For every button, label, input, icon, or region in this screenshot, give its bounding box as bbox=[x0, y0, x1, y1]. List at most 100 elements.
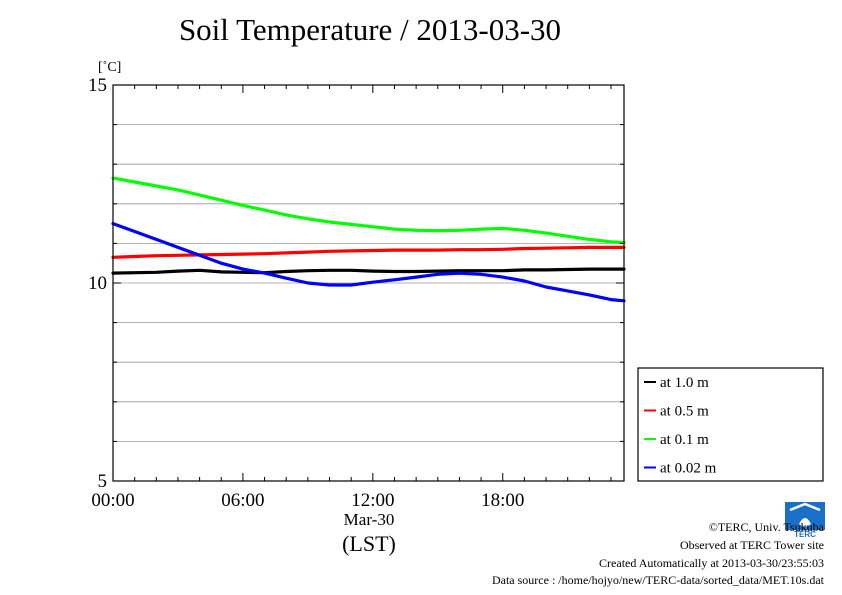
data-point bbox=[479, 269, 483, 272]
data-point bbox=[436, 248, 439, 252]
legend-label: at 0.1 m bbox=[660, 432, 709, 448]
data-point bbox=[176, 188, 180, 192]
data-point bbox=[306, 281, 310, 285]
x-tick-labels: 00:00 06:00 12:00 18:00 bbox=[91, 490, 524, 511]
data-point bbox=[155, 271, 158, 274]
data-point bbox=[263, 252, 266, 255]
data-point bbox=[501, 227, 504, 230]
data-point bbox=[523, 247, 526, 250]
data-point bbox=[414, 275, 418, 279]
data-point bbox=[501, 248, 504, 251]
data-point bbox=[544, 231, 548, 235]
data-point bbox=[133, 230, 136, 233]
series-line bbox=[111, 222, 626, 303]
data-point bbox=[566, 235, 569, 238]
data-point bbox=[436, 269, 439, 273]
series-line bbox=[111, 267, 626, 275]
data-point bbox=[371, 269, 375, 273]
data-point bbox=[566, 268, 569, 271]
data-point bbox=[458, 271, 461, 275]
x-axis-date-label: Mar-30 bbox=[344, 510, 395, 529]
data-point bbox=[436, 273, 439, 276]
data-point bbox=[285, 277, 288, 280]
data-point bbox=[263, 208, 266, 212]
data-point bbox=[349, 269, 353, 272]
data-point bbox=[349, 223, 353, 226]
data-point bbox=[479, 248, 483, 251]
data-point bbox=[349, 249, 353, 253]
data-point bbox=[349, 283, 353, 287]
data-point bbox=[414, 270, 418, 273]
data-point bbox=[566, 246, 569, 249]
data-point bbox=[176, 246, 180, 249]
data-point bbox=[414, 229, 418, 232]
data-point bbox=[393, 227, 396, 231]
y-tick-label: 10 bbox=[88, 273, 107, 294]
data-point bbox=[609, 246, 613, 249]
data-point bbox=[588, 238, 591, 241]
data-point bbox=[393, 270, 396, 273]
y-tick-label: 15 bbox=[88, 75, 107, 96]
legend-label: at 0.02 m bbox=[660, 461, 717, 477]
data-point bbox=[285, 270, 288, 273]
data-point bbox=[241, 271, 245, 274]
data-point bbox=[588, 246, 591, 249]
legend-box bbox=[637, 367, 824, 482]
data-point bbox=[544, 285, 548, 289]
data-point bbox=[544, 268, 548, 272]
data-point bbox=[609, 298, 613, 301]
data-point bbox=[306, 269, 310, 272]
data-point bbox=[198, 193, 201, 197]
data-point bbox=[523, 279, 526, 283]
data-point bbox=[393, 248, 396, 252]
data-point bbox=[263, 271, 266, 275]
data-point bbox=[220, 262, 223, 265]
data-point bbox=[241, 204, 245, 207]
x-tick-label: 00:00 bbox=[91, 490, 134, 511]
data-point bbox=[328, 283, 331, 287]
data-point bbox=[393, 278, 396, 282]
data-point bbox=[544, 246, 548, 250]
data-point bbox=[328, 220, 331, 224]
data-point bbox=[133, 255, 136, 258]
data-point bbox=[371, 281, 375, 284]
series-line bbox=[111, 176, 626, 245]
data-point bbox=[155, 254, 158, 257]
data-point bbox=[458, 248, 461, 251]
data-point bbox=[328, 250, 331, 253]
data-point bbox=[609, 240, 613, 244]
data-point bbox=[198, 269, 201, 272]
data-point bbox=[436, 229, 439, 232]
legend-label: at 1.0 m bbox=[660, 375, 709, 391]
x-tick-label: 12:00 bbox=[351, 490, 394, 511]
data-point bbox=[220, 199, 223, 202]
data-point bbox=[241, 267, 245, 271]
credit-created: Created Automatically at 2013-03-30/23:5… bbox=[599, 556, 824, 570]
data-point bbox=[501, 269, 504, 272]
data-point bbox=[566, 289, 569, 293]
data-point bbox=[588, 267, 591, 271]
data-point bbox=[133, 271, 136, 274]
data-point bbox=[458, 229, 461, 232]
data-point bbox=[458, 269, 461, 272]
data-point bbox=[588, 293, 591, 297]
data-point bbox=[155, 238, 158, 241]
axis-ticks bbox=[112, 84, 624, 482]
data-point bbox=[371, 249, 375, 252]
data-point bbox=[198, 254, 201, 257]
data-point bbox=[133, 180, 136, 184]
data-point bbox=[479, 227, 483, 231]
data-point bbox=[479, 273, 483, 276]
data-point bbox=[285, 251, 288, 255]
y-tick-label: 5 bbox=[98, 471, 108, 492]
credit-copyright: ©TERC, Univ. Tsukuba bbox=[708, 520, 824, 534]
y-tick-labels: 5 10 15 bbox=[88, 75, 107, 492]
data-point bbox=[220, 253, 223, 256]
data-point bbox=[523, 268, 526, 272]
data-point bbox=[241, 252, 245, 256]
grid-lines bbox=[113, 124, 624, 442]
data-point bbox=[501, 275, 504, 279]
legend: at 1.0 m at 0.5 m at 0.1 m at 0.02 m bbox=[637, 367, 824, 482]
x-tick-label: 06:00 bbox=[221, 490, 264, 511]
